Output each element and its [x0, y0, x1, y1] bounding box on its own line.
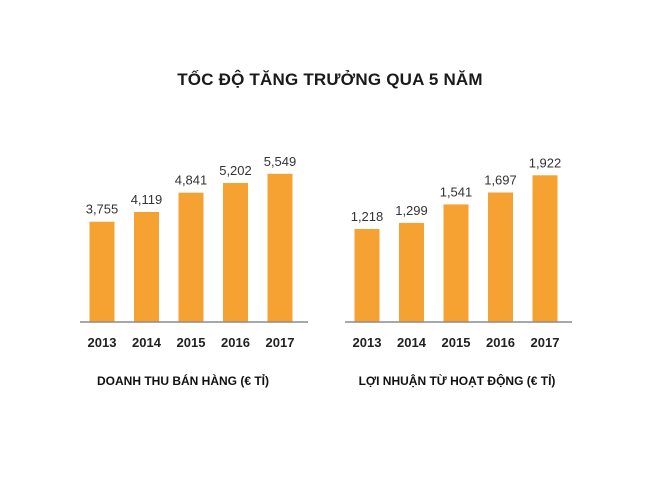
bar-2015	[178, 192, 204, 322]
bar-2017	[532, 175, 558, 322]
x-tick-label: 2014	[397, 335, 427, 350]
bar-2014	[134, 212, 159, 322]
x-tick-label: 2017	[266, 335, 295, 350]
bar-2013	[89, 221, 115, 322]
data-label-2013: 1,218	[351, 209, 384, 224]
data-label-2015: 1,541	[440, 184, 473, 199]
data-label-2014: 1,299	[395, 203, 428, 218]
bar-2016	[223, 183, 248, 322]
bar-chart-2: 1,218 2013 1,299 2014 1,541 2015 1,697 2016 1,92…	[345, 155, 572, 388]
data-label-2015: 4,841	[175, 173, 208, 188]
x-tick-label: 2013	[353, 335, 382, 350]
bar-2015	[443, 204, 469, 322]
data-label-2016: 5,202	[219, 163, 252, 178]
bar-2013	[354, 229, 380, 322]
data-label-2014: 4,119	[131, 192, 163, 207]
bar-chart-1: 3,755 2013 4,119 2014 4,841 2015 5,202 2016 5,54…	[80, 154, 308, 388]
x-tick-label: 2013	[88, 335, 117, 350]
data-label-2016: 1,697	[484, 173, 517, 188]
x-tick-label: 2017	[531, 335, 560, 350]
x-axis-label: DOANH THU BÁN HÀNG (€ TỈ)	[97, 373, 269, 388]
x-tick-label: 2014	[132, 335, 162, 350]
x-tick-label: 2015	[442, 335, 471, 350]
x-tick-label: 2015	[177, 335, 206, 350]
data-label-2017: 1,922	[529, 155, 562, 170]
bar-2017	[267, 173, 293, 322]
data-label-2017: 5,549	[264, 154, 297, 169]
x-tick-label: 2016	[221, 335, 250, 350]
bar-2014	[399, 222, 424, 322]
x-axis-label: LỢI NHUẬN TỪ HOẠT ĐỘNG (€ TỈ)	[359, 373, 556, 388]
x-tick-label: 2016	[486, 335, 515, 350]
data-label-2013: 3,755	[86, 202, 119, 217]
chart-title: TỐC ĐỘ TĂNG TRƯỞNG QUA 5 NĂM	[177, 70, 483, 89]
bar-2016	[488, 192, 513, 322]
